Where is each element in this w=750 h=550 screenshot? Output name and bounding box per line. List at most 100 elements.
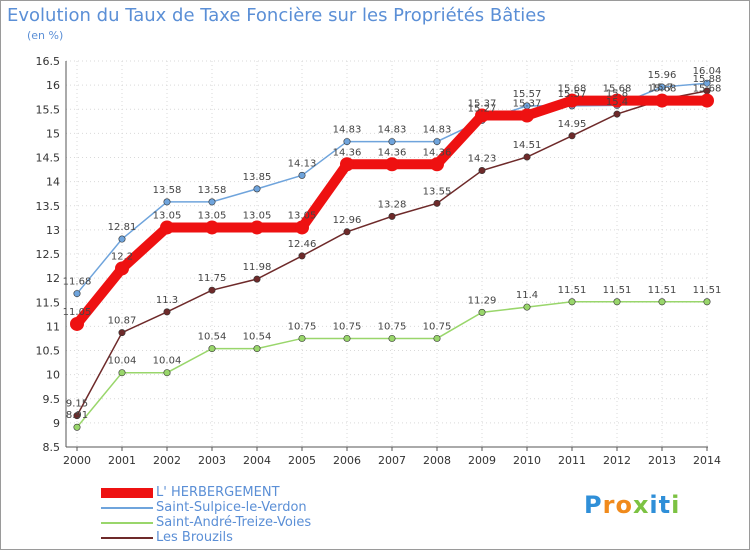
data-label: 10.75 xyxy=(423,321,452,332)
plot-area xyxy=(66,61,708,447)
series-l-herbergement xyxy=(70,93,714,331)
legend-label: Saint-André-Treize-Voies xyxy=(156,515,312,530)
logo-letter: t xyxy=(658,491,672,519)
x-tick-label: 2001 xyxy=(108,454,136,467)
data-label: 13.05 xyxy=(153,210,182,221)
data-label: 10.87 xyxy=(108,316,137,327)
data-point xyxy=(298,334,306,342)
series-layer xyxy=(70,79,714,431)
legend: L' HERBERGEMENT Saint-Sulpice-le-Verdon Sa… xyxy=(101,485,311,545)
data-label: 12.81 xyxy=(108,222,137,233)
logo-letter: x xyxy=(632,491,650,519)
x-tick-label: 2003 xyxy=(198,454,226,467)
data-point xyxy=(208,345,216,353)
data-label: 11.51 xyxy=(603,285,632,296)
data-label: 14.83 xyxy=(333,125,362,136)
legend-label: L' HERBERGEMENT xyxy=(156,485,280,500)
data-point xyxy=(703,298,711,306)
data-label: 13.05 xyxy=(288,210,317,221)
data-label: 15.37 xyxy=(513,99,542,110)
data-label: 11.51 xyxy=(648,285,677,296)
data-point xyxy=(118,329,126,337)
data-point xyxy=(73,412,81,420)
x-tick-label: 2011 xyxy=(558,454,586,467)
y-tick-label: 9.5 xyxy=(43,393,61,406)
data-point xyxy=(208,198,216,206)
data-point xyxy=(523,153,531,161)
data-point xyxy=(295,220,309,235)
data-point xyxy=(343,138,351,146)
data-label: 15.27 xyxy=(468,103,497,114)
data-point xyxy=(205,220,219,235)
x-tick-label: 2002 xyxy=(153,454,181,467)
data-point xyxy=(118,369,126,377)
data-point xyxy=(655,93,669,108)
y-tick-label: 13.5 xyxy=(36,200,61,213)
data-point xyxy=(115,261,129,276)
data-label: 12.96 xyxy=(333,215,362,226)
data-label: 13.28 xyxy=(378,199,407,210)
data-point xyxy=(385,157,399,172)
x-tick-label: 2010 xyxy=(513,454,541,467)
legend-item: Saint-Sulpice-le-Verdon xyxy=(101,500,311,515)
data-label: 11.29 xyxy=(468,295,497,306)
y-tick-label: 8.5 xyxy=(43,441,61,454)
data-label: 13.05 xyxy=(243,210,272,221)
data-label: 11.68 xyxy=(63,277,92,288)
data-label: 12.2 xyxy=(111,251,133,262)
x-tick-label: 2007 xyxy=(378,454,406,467)
data-point xyxy=(478,308,486,316)
data-point xyxy=(475,108,489,123)
data-point xyxy=(610,93,624,108)
data-label: 15.68 xyxy=(648,84,677,95)
chart-subtitle: (en %) xyxy=(27,29,64,42)
data-label: 11.3 xyxy=(156,295,178,306)
data-point xyxy=(160,220,174,235)
data-point xyxy=(250,220,264,235)
legend-item: Saint-André-Treize-Voies xyxy=(101,515,311,530)
data-label: 14.13 xyxy=(288,158,317,169)
y-tick-label: 12 xyxy=(46,272,60,285)
data-label: 8.91 xyxy=(66,410,88,421)
data-point xyxy=(70,316,84,331)
y-tick-label: 14.5 xyxy=(36,152,61,165)
data-label: 13.58 xyxy=(153,185,182,196)
data-label: 14.23 xyxy=(468,154,497,165)
x-tick-label: 2014 xyxy=(693,454,721,467)
data-label: 15.96 xyxy=(648,70,677,81)
x-tick-label: 2005 xyxy=(288,454,316,467)
data-label: 9.15 xyxy=(66,399,88,410)
data-label: 13.85 xyxy=(243,172,272,183)
logo-letter: r xyxy=(602,491,616,519)
data-label: 11.05 xyxy=(63,307,92,318)
data-point xyxy=(568,132,576,140)
logo-letter: P xyxy=(584,491,603,519)
data-point xyxy=(343,228,351,236)
legend-swatch xyxy=(101,487,153,498)
series-saint-andr-treize-voies xyxy=(73,298,711,431)
data-point xyxy=(565,93,579,108)
series-les-brouzils xyxy=(73,87,711,420)
legend-swatch xyxy=(101,536,153,539)
logo-letter: i xyxy=(671,491,681,519)
x-tick-label: 2000 xyxy=(63,454,91,467)
data-label: 10.75 xyxy=(378,321,407,332)
data-point xyxy=(523,303,531,311)
x-tick-label: 2009 xyxy=(468,454,496,467)
data-label: 15.68 xyxy=(558,84,587,95)
legend-label: Les Brouzils xyxy=(156,530,233,545)
data-label: 16.04 xyxy=(693,66,722,77)
data-point xyxy=(478,167,486,175)
data-point xyxy=(253,345,261,353)
y-tick-label: 10 xyxy=(46,369,60,382)
data-label: 14.51 xyxy=(513,140,542,151)
axis-layer: 8.599.51010.51111.51212.51313.51414.5151… xyxy=(36,55,722,467)
data-label: 10.54 xyxy=(243,332,272,343)
data-label: 10.75 xyxy=(333,321,362,332)
data-label: 15.68 xyxy=(603,84,632,95)
data-point xyxy=(433,199,441,207)
logo-letter: i xyxy=(649,491,659,519)
y-tick-label: 13 xyxy=(46,224,60,237)
data-label: 14.83 xyxy=(378,125,407,136)
data-point xyxy=(388,138,396,146)
